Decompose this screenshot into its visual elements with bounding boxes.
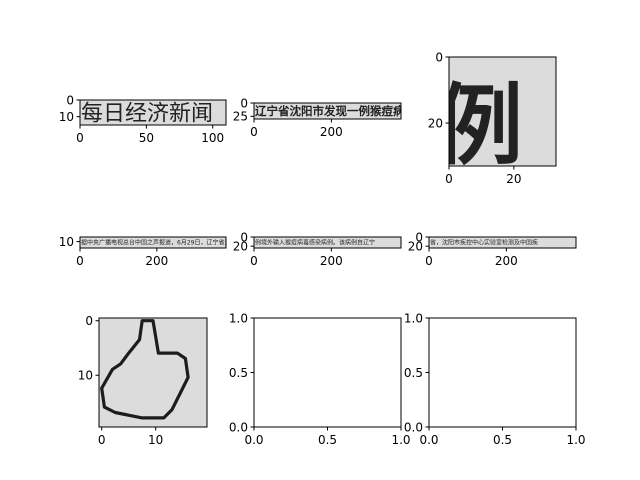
- axes-frame: [448, 56, 557, 167]
- x-tick-label: 0: [445, 172, 453, 186]
- x-tick-label: 0: [76, 254, 84, 268]
- y-tick-label: 0.5: [229, 366, 248, 380]
- image-text: 每日经济新闻: [81, 101, 213, 126]
- image-text: 辽宁省沈阳市发现一例猴痘病: [255, 104, 405, 118]
- thumbs-up-icon: [100, 319, 190, 420]
- axes-frame: [428, 236, 577, 249]
- image-text: 据中央广播电视总台中国之声报道，6月29日，辽宁省沈阳市报告: [81, 239, 254, 247]
- x-tick-label: 200: [320, 125, 343, 139]
- x-tick-label: 0: [98, 433, 106, 447]
- y-tick-label: 0: [85, 314, 93, 328]
- y-tick-label: 1.0: [404, 311, 423, 325]
- y-tick-label: 0.0: [229, 420, 248, 434]
- y-tick-label: 20: [428, 116, 443, 130]
- image-area: [80, 100, 226, 125]
- x-tick-label: 0: [250, 125, 258, 139]
- axes-frame: [98, 317, 208, 428]
- y-tick-label: 0: [240, 230, 248, 244]
- x-tick-label: 200: [495, 254, 518, 268]
- x-tick-label: 100: [201, 131, 224, 145]
- x-tick-label: 200: [145, 254, 168, 268]
- y-tick-label: 0: [240, 96, 248, 110]
- image-area: [254, 237, 401, 248]
- y-tick-label: 0.5: [404, 366, 423, 380]
- y-tick-label: 0.0: [404, 420, 423, 434]
- axes-frame: [79, 236, 227, 249]
- subplot-row3-col2: 0.0 0.5 1.0 0.0 0.5 1.0: [229, 311, 411, 447]
- x-tick-label: 1.0: [566, 433, 585, 447]
- x-tick-label: 0.0: [419, 433, 438, 447]
- y-tick-label: 10: [78, 369, 93, 383]
- subplot-row2-col1: 据中央广播电视总台中国之声报道，6月29日，辽宁省沈阳市报告 0 200 10: [59, 235, 254, 268]
- image-area: [80, 237, 226, 248]
- axes-frame: [79, 99, 227, 126]
- subplot-row3-col1: 0 10 0 10: [78, 314, 208, 447]
- y-tick-label: 20: [233, 239, 248, 253]
- x-tick-label: 0.5: [493, 433, 512, 447]
- x-tick-label: 200: [320, 254, 343, 268]
- image-area: [99, 318, 207, 427]
- image-text: 例: [435, 74, 523, 177]
- y-tick-label: 1.0: [229, 311, 248, 325]
- x-tick-label: 0: [425, 254, 433, 268]
- axes-frame: [253, 236, 402, 249]
- x-tick-label: 1.0: [391, 433, 410, 447]
- x-tick-label: 0: [76, 131, 84, 145]
- y-tick-label: 0: [66, 93, 74, 107]
- axes-frame: [253, 102, 402, 120]
- subplot-row1-col2: 辽宁省沈阳市发现一例猴痘病 0 200 025: [233, 96, 405, 139]
- subplot-row3-col3: 0.0 0.5 1.0 0.0 0.5 1.0: [404, 311, 586, 447]
- y-tick-label: 10: [59, 110, 74, 124]
- image-area: [449, 57, 556, 166]
- x-tick-label: 0.0: [244, 433, 263, 447]
- y-tick-label: 0: [415, 230, 423, 244]
- image-area: [254, 103, 401, 119]
- x-tick-label: 0.5: [318, 433, 337, 447]
- y-tick-label: 25: [233, 110, 248, 124]
- image-text: 例境外输入猴痘病毒感染病例。该病例自辽宁: [255, 239, 375, 247]
- x-tick-label: 10: [148, 433, 163, 447]
- x-tick-label: 0: [250, 254, 258, 268]
- subplot-row2-col2: 例境外输入猴痘病毒感染病例。该病例自辽宁 0 200 020: [233, 230, 402, 268]
- image-text: 省，沈阳市疾控中心实验室检测及中国疾: [430, 239, 538, 247]
- y-tick-label: 0: [435, 50, 443, 64]
- y-tick-label: 10: [59, 235, 74, 249]
- subplot-row2-col3: 省，沈阳市疾控中心实验室检测及中国疾 0 200 020: [408, 230, 577, 268]
- image-area: [429, 237, 576, 248]
- x-tick-label: 20: [506, 172, 521, 186]
- x-tick-label: 50: [139, 131, 154, 145]
- y-tick-label: 20: [408, 239, 423, 253]
